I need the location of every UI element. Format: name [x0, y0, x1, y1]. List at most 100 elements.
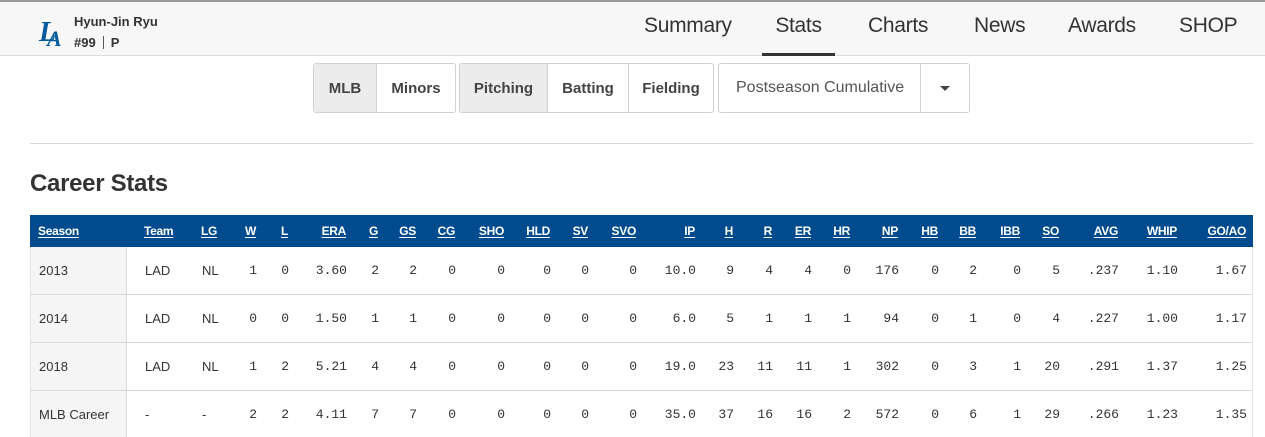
nav-shop[interactable]: SHOP	[1179, 14, 1238, 37]
cell-hld: 0	[543, 359, 551, 374]
cell-sv: 0	[581, 311, 589, 326]
cell-hb: 0	[931, 263, 939, 278]
column-header-cg[interactable]: CG	[437, 224, 456, 238]
cell-whip: 1.00	[1146, 311, 1178, 326]
cell-gs: 1	[409, 311, 417, 326]
cell-g: 1	[371, 311, 379, 326]
column-header-whip[interactable]: WHIP	[1146, 224, 1177, 238]
column-header-season[interactable]: Season	[38, 224, 79, 238]
top-header: L A Hyun-Jin Ryu #99 P Summary Stats Char…	[0, 0, 1265, 56]
column-header-h[interactable]: H	[724, 224, 734, 238]
cell-era: 3.60	[315, 263, 347, 278]
cell-whip: 1.10	[1146, 263, 1178, 278]
nav-summary[interactable]: Summary	[644, 14, 732, 37]
cell-team: LAD	[145, 311, 171, 326]
cell-cg: 0	[448, 407, 456, 422]
column-header-so[interactable]: SO	[1042, 224, 1059, 238]
cell-so: 20	[1044, 359, 1060, 374]
mlb-button[interactable]: MLB	[314, 64, 377, 112]
cell-np: 176	[875, 263, 899, 278]
column-header-g[interactable]: G	[368, 224, 378, 238]
column-header-ip[interactable]: IP	[684, 224, 695, 238]
batting-button[interactable]: Batting	[548, 64, 629, 112]
career-stats-table: Season Team LG W L ERA G GS CG SHO HLD SV SVO IP H R ER H…	[30, 215, 1253, 437]
column-header-hr[interactable]: HR	[833, 224, 850, 238]
column-header-ibb[interactable]: IBB	[1000, 224, 1020, 238]
cell-whip: 1.37	[1146, 359, 1178, 374]
column-header-lg[interactable]: LG	[201, 224, 218, 238]
nav-charts[interactable]: Charts	[868, 14, 929, 37]
cell-lg: NL	[202, 263, 219, 278]
cell-w: 0	[249, 311, 257, 326]
cell-bb: 2	[969, 263, 977, 278]
cell-g: 4	[371, 359, 379, 374]
cell-svo: 0	[629, 407, 637, 422]
fielding-button[interactable]: Fielding	[642, 79, 700, 97]
cell-sv: 0	[581, 407, 589, 422]
column-header-team[interactable]: Team	[144, 224, 174, 238]
cell-r: 16	[757, 407, 773, 422]
cell-l: 0	[281, 263, 289, 278]
cell-so: 4	[1052, 311, 1060, 326]
nav-awards[interactable]: Awards	[1068, 14, 1136, 37]
cell-sho: 0	[497, 263, 505, 278]
column-header-w[interactable]: W	[244, 224, 256, 238]
dodgers-logo-icon[interactable]: L A	[38, 14, 62, 48]
column-header-era[interactable]: ERA	[321, 224, 347, 238]
cell-svo: 0	[629, 263, 637, 278]
cell-so: 29	[1044, 407, 1060, 422]
column-header-sv[interactable]: SV	[572, 224, 589, 238]
column-header-bb[interactable]: BB	[959, 224, 976, 238]
column-header-np[interactable]: NP	[881, 224, 898, 238]
cell-hb: 0	[931, 311, 939, 326]
cell-hld: 0	[543, 263, 551, 278]
cell-np: 94	[883, 311, 899, 326]
cell-er: 11	[796, 359, 812, 374]
cell-hb: 0	[931, 359, 939, 374]
cell-hr: 2	[843, 407, 851, 422]
cell-avg: .266	[1087, 407, 1119, 422]
minors-button[interactable]: Minors	[391, 79, 441, 97]
cell-sv: 0	[581, 359, 589, 374]
cell-sho: 0	[497, 359, 505, 374]
column-header-go-ao[interactable]: GO/AO	[1207, 224, 1246, 238]
cell-ip: 35.0	[664, 407, 696, 422]
pitching-button[interactable]: Pitching	[460, 64, 548, 112]
column-header-hb[interactable]: HB	[921, 224, 938, 238]
column-header-svo[interactable]: SVO	[611, 224, 637, 238]
period-dropdown[interactable]: Postseason Cumulative	[718, 63, 970, 113]
cell-gs: 2	[409, 263, 417, 278]
column-header-sho[interactable]: SHO	[478, 224, 504, 238]
column-header-er[interactable]: ER	[794, 224, 811, 238]
cell-ibb: 0	[1013, 311, 1021, 326]
cell-era: 4.11	[315, 407, 347, 422]
stat-type-toggle: Pitching Batting Fielding	[459, 63, 714, 113]
column-header-l[interactable]: L	[280, 224, 288, 238]
cell-cg: 0	[448, 311, 456, 326]
cell-hr: 1	[843, 311, 851, 326]
cell-er: 16	[796, 407, 812, 422]
cell-avg: .237	[1087, 263, 1119, 278]
column-header-gs[interactable]: GS	[399, 224, 416, 238]
cell-go-ao: 1.67	[1215, 263, 1247, 278]
column-header-r[interactable]: R	[763, 224, 773, 238]
player-number: #99	[74, 35, 96, 50]
cell-sho: 0	[497, 311, 505, 326]
period-selected: Postseason Cumulative	[719, 64, 921, 112]
cell-season: 2018	[39, 359, 68, 374]
cell-bb: 1	[969, 311, 977, 326]
column-header-avg[interactable]: AVG	[1093, 224, 1119, 238]
cell-era: 5.21	[315, 359, 347, 374]
cell-h: 9	[726, 263, 734, 278]
cell-ip: 10.0	[664, 263, 696, 278]
nav-stats[interactable]: Stats	[762, 14, 835, 56]
cell-ibb: 1	[1013, 407, 1021, 422]
column-header-hld[interactable]: HLD	[526, 224, 550, 238]
nav-news[interactable]: News	[974, 14, 1026, 37]
dropdown-toggle[interactable]	[921, 64, 969, 112]
player-name: Hyun-Jin Ryu	[74, 14, 158, 29]
chevron-down-icon	[940, 85, 950, 91]
cell-cg: 0	[448, 359, 456, 374]
cell-r: 11	[757, 359, 773, 374]
season-cell-bg	[31, 295, 127, 342]
